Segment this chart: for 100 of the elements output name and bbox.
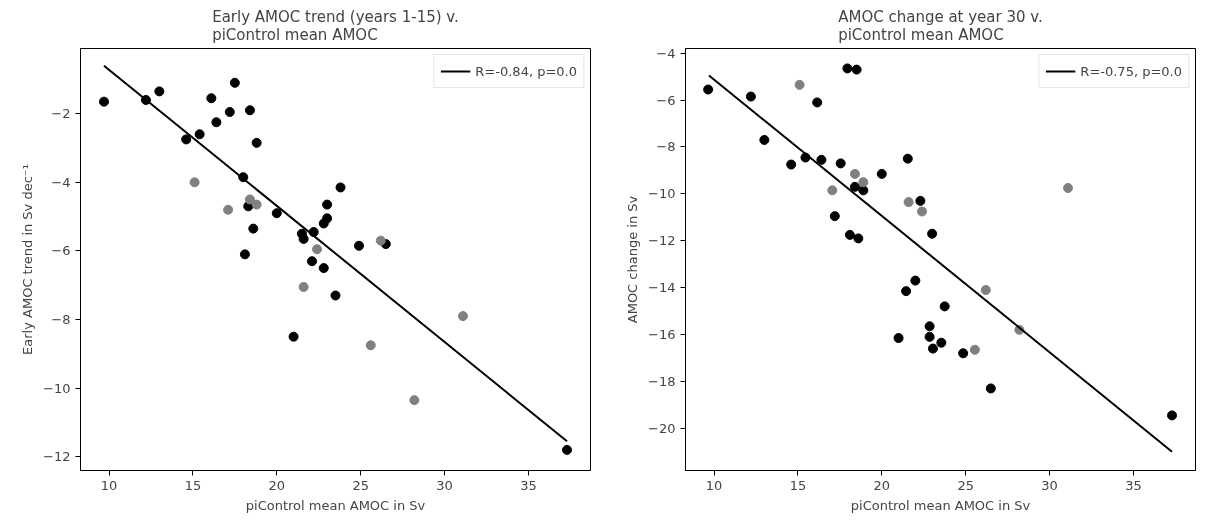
legend-label: R=-0.75, p=0.0 — [1080, 63, 1182, 79]
x-axis-title: piControl mean AMOC in Sv — [850, 497, 1031, 513]
point — [910, 275, 921, 286]
point — [903, 197, 914, 208]
y-axis-title: Early AMOC trend in Sv dec⁻¹ — [20, 164, 36, 355]
chart-title: AMOC change at year 30 v. piControl mean AMOC — [838, 7, 1043, 44]
point — [239, 249, 250, 260]
y-tick-label: −16 — [648, 327, 676, 343]
point — [335, 182, 346, 193]
y-tick-label: −10 — [43, 380, 71, 396]
point — [307, 256, 318, 267]
point — [958, 348, 969, 359]
x-tick-label: 35 — [1125, 477, 1142, 493]
x-tick-label: 10 — [705, 477, 723, 493]
x-tick-label: 15 — [184, 477, 202, 493]
point — [893, 333, 904, 344]
point — [849, 168, 860, 179]
legend-label: R=-0.84, p=0.0 — [475, 63, 577, 79]
point — [927, 343, 938, 354]
point — [353, 240, 364, 251]
point — [858, 185, 869, 196]
y-tick-label: −4 — [656, 45, 676, 61]
point — [844, 229, 855, 240]
point — [939, 301, 950, 312]
x-tick-label: 30 — [436, 477, 453, 493]
point — [181, 134, 192, 145]
x-tick-label: 35 — [520, 477, 537, 493]
point — [829, 211, 840, 222]
y-tick-label: −12 — [648, 233, 676, 249]
point — [318, 263, 329, 274]
y-tick-label: −14 — [648, 280, 676, 296]
point — [288, 331, 299, 342]
point — [244, 194, 255, 205]
point — [312, 244, 323, 255]
x-tick-label: 20 — [268, 477, 286, 493]
y-tick-label: −6 — [656, 92, 676, 108]
point — [927, 228, 938, 239]
point — [322, 213, 333, 224]
x-tick-label: 15 — [789, 477, 807, 493]
point — [703, 84, 714, 95]
point — [251, 137, 262, 148]
point — [853, 233, 864, 244]
point — [980, 284, 991, 295]
point — [298, 281, 309, 292]
point — [244, 105, 255, 116]
point — [229, 77, 240, 88]
point — [924, 321, 935, 332]
point — [211, 117, 222, 128]
point — [924, 331, 935, 342]
point — [842, 63, 853, 74]
point — [876, 168, 887, 179]
point — [915, 195, 926, 206]
point — [562, 444, 573, 455]
point — [794, 79, 805, 90]
y-axis-title: AMOC change in Sv — [625, 195, 641, 324]
point — [812, 97, 823, 108]
y-tick-label: −8 — [51, 312, 71, 328]
point — [248, 223, 259, 234]
point — [365, 340, 376, 351]
y-tick-label: −4 — [51, 174, 71, 190]
point — [835, 158, 846, 169]
point — [985, 383, 996, 394]
point — [936, 337, 947, 348]
point — [858, 177, 869, 188]
point — [1167, 410, 1178, 421]
point — [330, 290, 341, 301]
y-tick-label: −10 — [648, 186, 676, 202]
y-tick-label: −8 — [656, 139, 676, 155]
point — [759, 134, 770, 145]
y-tick-label: −6 — [51, 243, 71, 259]
point — [786, 159, 797, 170]
point — [223, 204, 234, 215]
point — [409, 395, 420, 406]
y-tick-label: −12 — [43, 449, 71, 465]
point — [375, 235, 386, 246]
chart-title: Early AMOC trend (years 1-15) v. piControl mean AMOC — [212, 7, 459, 44]
point — [194, 129, 205, 140]
x-axis-title: piControl mean AMOC in Sv — [245, 497, 426, 513]
point — [969, 344, 980, 355]
point — [849, 181, 860, 192]
point — [458, 311, 468, 322]
y-tick-label: −2 — [51, 106, 71, 122]
x-tick-label: 25 — [352, 477, 369, 493]
point — [224, 106, 235, 117]
point — [745, 91, 756, 102]
y-tick-label: −20 — [648, 420, 676, 436]
point — [206, 93, 217, 104]
point — [154, 86, 165, 97]
point — [902, 153, 913, 164]
point — [322, 199, 333, 210]
point — [251, 199, 262, 210]
point — [98, 96, 109, 107]
point — [827, 185, 838, 196]
x-tick-label: 20 — [873, 477, 891, 493]
x-tick-label: 30 — [1041, 477, 1058, 493]
point — [851, 64, 862, 75]
x-tick-label: 10 — [100, 477, 118, 493]
x-tick-label: 25 — [957, 477, 974, 493]
point — [901, 286, 912, 297]
point — [189, 177, 200, 188]
